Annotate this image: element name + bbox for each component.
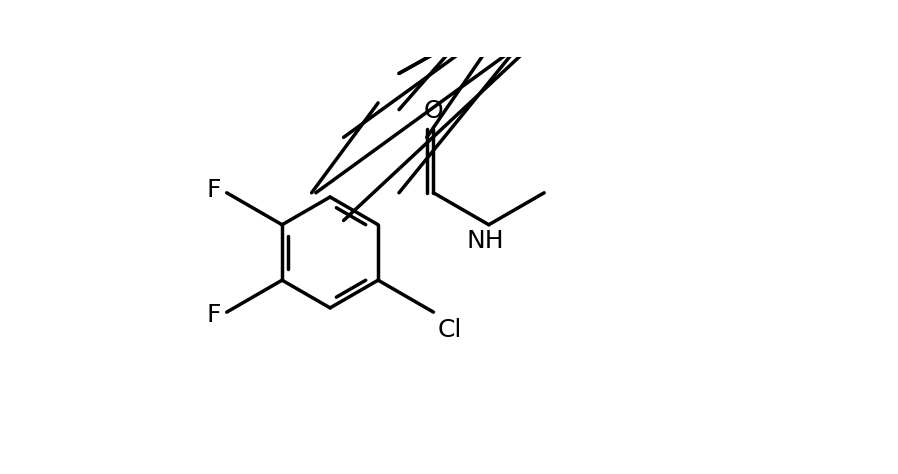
- Text: O: O: [424, 100, 444, 124]
- Text: Cl: Cl: [437, 319, 462, 342]
- Text: F: F: [206, 178, 221, 202]
- Text: F: F: [206, 303, 221, 327]
- Text: NH: NH: [466, 228, 504, 253]
